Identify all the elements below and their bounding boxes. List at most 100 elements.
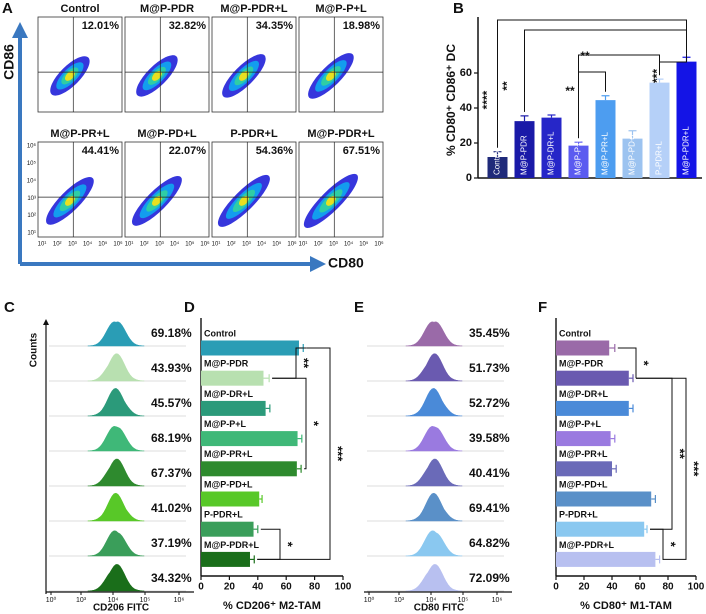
x-tick-label: 60 xyxy=(634,582,646,593)
y-axis-label: % CD80⁺ CD86⁺ DC xyxy=(444,44,458,156)
y-tick-label: 0 xyxy=(466,172,472,184)
x-tick-label: 40 xyxy=(252,582,264,593)
x-tick-label: 10² xyxy=(314,242,323,248)
y-tick-label: 60 xyxy=(460,67,472,79)
x-tick-label: 10⁴ xyxy=(108,597,119,604)
percent-label: 69.41% xyxy=(469,501,510,515)
sig-label: ** xyxy=(500,81,514,91)
x-axis-label: CD206 FITC xyxy=(93,603,149,614)
x-tick-label: 10⁵ xyxy=(458,597,469,604)
bar xyxy=(201,551,250,567)
category-label: M@P-PDR xyxy=(520,135,529,175)
category-label: M@P-PDR+L xyxy=(682,126,691,175)
cell-cloud xyxy=(222,54,266,98)
x-tick-label: 10⁶ xyxy=(200,241,210,248)
bar xyxy=(556,340,610,356)
percent-label: 35.45% xyxy=(469,326,510,340)
bar xyxy=(201,370,264,386)
cell-cloud xyxy=(131,175,182,226)
percent-label: 34.35% xyxy=(256,20,294,32)
sig-label: **** xyxy=(480,90,494,109)
cell-cloud xyxy=(46,177,94,225)
percent-label: 51.73% xyxy=(469,361,510,375)
x-tick-label: 10⁵ xyxy=(185,241,195,248)
x-tick-label: 0 xyxy=(553,582,559,593)
sig-label: *** xyxy=(687,461,702,477)
x-tick-label: 10³ xyxy=(329,242,338,248)
bar xyxy=(568,145,589,178)
category-label: M@P-PDR xyxy=(204,359,249,369)
bar xyxy=(487,157,508,178)
histogram xyxy=(405,492,463,522)
sig-bracket xyxy=(578,54,660,139)
percent-label: 69.18% xyxy=(151,326,192,340)
category-label: P-PDR+L xyxy=(655,140,664,175)
category-label: M@P-P+L xyxy=(574,137,583,175)
x-tick-label: 10⁴ xyxy=(170,241,180,248)
x-tick-label: 10² xyxy=(53,242,62,248)
sample-label: M@P-PDR+L xyxy=(220,3,288,15)
sig-label: *** xyxy=(650,69,664,83)
sig-bracket xyxy=(650,528,664,560)
x-tick-label: 10¹ xyxy=(212,242,221,248)
bar xyxy=(201,431,298,447)
bar xyxy=(556,491,652,507)
percent-label: 41.02% xyxy=(151,501,192,515)
sig-label: ** xyxy=(297,358,312,369)
x-tick-label: 10⁵ xyxy=(272,241,282,248)
sig-label: * xyxy=(664,542,679,548)
bar xyxy=(595,100,616,178)
percent-label: 39.58% xyxy=(469,431,510,445)
y-tick-label: 20 xyxy=(460,137,472,149)
percent-label: 64.82% xyxy=(469,536,510,550)
sig-bracket xyxy=(257,528,281,560)
x-tick-label: 10⁵ xyxy=(98,241,108,248)
x-tick-label: 10⁰ xyxy=(364,596,375,604)
histogram xyxy=(87,425,145,452)
percent-label: 68.19% xyxy=(151,431,192,445)
sample-label: M@P-P+L xyxy=(315,3,367,15)
cloud-layer xyxy=(326,70,336,81)
histogram xyxy=(405,425,463,452)
percent-label: 54.36% xyxy=(256,145,294,157)
category-label: M@P-P+L xyxy=(559,419,602,429)
percent-label: 67.37% xyxy=(151,466,192,480)
bar xyxy=(514,121,535,178)
y-tick-label: 10⁵ xyxy=(27,160,37,167)
cell-cloud xyxy=(308,53,354,99)
bar xyxy=(201,400,266,416)
x-tick-label: 10¹ xyxy=(38,242,47,248)
y-axis-label: Counts xyxy=(29,332,40,367)
category-label: M@P-DR+L xyxy=(204,389,254,399)
x-tick-label: 10³ xyxy=(394,597,405,604)
x-tick-label: 80 xyxy=(309,582,321,593)
histogram xyxy=(87,530,145,557)
category-label: M@P-PR+L xyxy=(601,131,610,175)
sample-label: M@P-PD+L xyxy=(137,128,197,140)
x-tick-label: 10² xyxy=(227,242,236,248)
cell-cloud xyxy=(217,174,270,227)
histogram xyxy=(87,321,145,347)
panel-label: D xyxy=(184,299,195,316)
x-tick-label: 80 xyxy=(662,582,674,593)
x-tick-label: 10⁶ xyxy=(113,241,123,248)
x-tick-label: 10⁵ xyxy=(140,597,151,604)
x-tick-label: 10⁴ xyxy=(344,241,354,248)
cell-cloud xyxy=(303,173,358,228)
histogram xyxy=(405,458,463,487)
sig-bracket xyxy=(617,347,637,379)
sig-bracket xyxy=(272,377,307,470)
bar xyxy=(649,82,670,178)
percent-label: 32.82% xyxy=(169,20,207,32)
percent-label: 12.01% xyxy=(82,20,120,32)
bar xyxy=(556,431,611,447)
cell-cloud xyxy=(50,56,90,96)
x-tick-label: 10³ xyxy=(242,242,251,248)
category-label: M@P-PD+L xyxy=(559,479,608,489)
sig-label: ** xyxy=(580,49,590,63)
x-tick-label: 10⁶ xyxy=(492,597,503,604)
percent-label: 44.41% xyxy=(82,145,120,157)
bar xyxy=(556,521,645,537)
panel-label: A xyxy=(2,0,13,17)
x-tick-label: 10³ xyxy=(155,242,164,248)
